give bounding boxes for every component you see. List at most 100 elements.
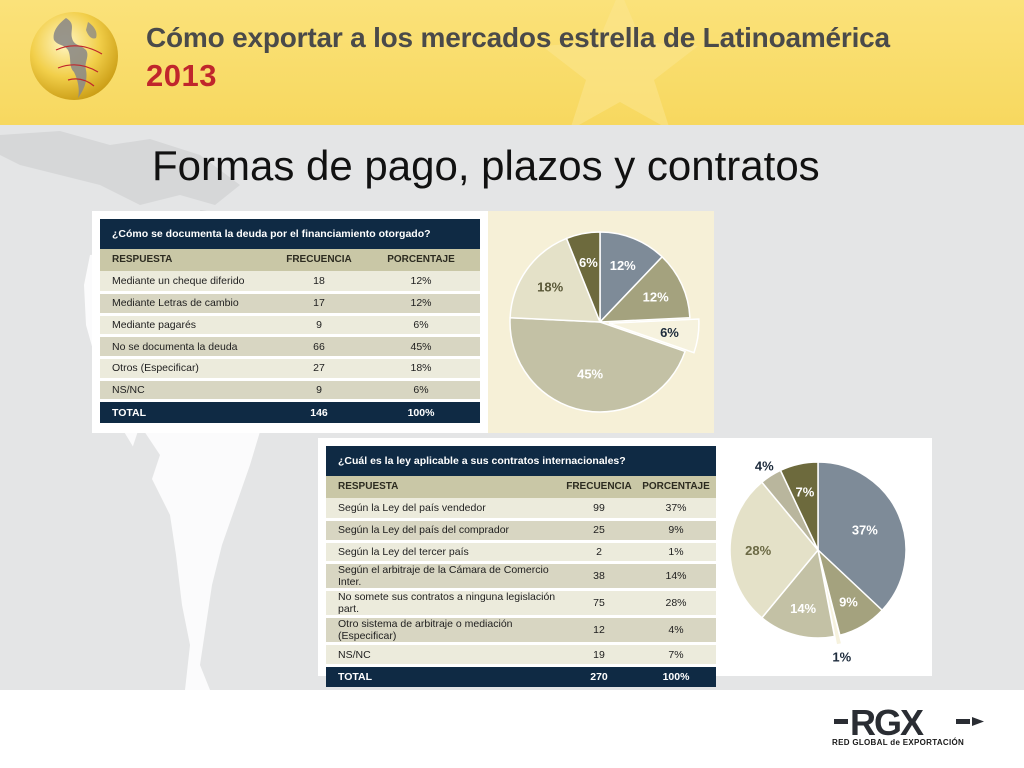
row-frecuencia: 18 bbox=[276, 270, 362, 294]
pie-slice-label: 6% bbox=[660, 325, 679, 340]
total-porcentaje: 100% bbox=[362, 400, 480, 423]
row-label: Mediante pagarés bbox=[100, 314, 276, 338]
table-total-row: TOTAL 270 100% bbox=[326, 665, 716, 688]
table-ley-aplicable: ¿Cuál es la ley aplicable a sus contrato… bbox=[326, 446, 716, 688]
row-frecuencia: 27 bbox=[276, 357, 362, 381]
pie-slice bbox=[760, 548, 836, 639]
table-row: No somete sus contratos a ninguna legisl… bbox=[326, 589, 716, 619]
total-label: TOTAL bbox=[326, 665, 562, 688]
star-watermark-icon bbox=[542, 0, 698, 130]
pie-slice bbox=[565, 231, 601, 323]
pie-slice-label: 12% bbox=[610, 258, 636, 273]
row-label: No se documenta la deuda bbox=[100, 335, 276, 359]
table-header-row: RESPUESTA FRECUENCIA PORCENTAJE bbox=[100, 249, 480, 271]
row-porcentaje: 6% bbox=[362, 314, 480, 338]
pie-slice-label: 28% bbox=[745, 543, 771, 558]
globe-logo-icon bbox=[30, 12, 118, 100]
column-header-frecuencia: FRECUENCIA bbox=[276, 249, 362, 271]
row-frecuencia: 99 bbox=[562, 497, 636, 521]
column-header-frecuencia: FRECUENCIA bbox=[562, 476, 636, 498]
row-porcentaje: 45% bbox=[362, 335, 480, 359]
pie-slice bbox=[779, 461, 819, 551]
pie-slice-label: 12% bbox=[643, 290, 669, 305]
row-frecuencia: 9 bbox=[276, 379, 362, 403]
total-frecuencia: 146 bbox=[276, 400, 362, 423]
pie-slice-label: 6% bbox=[579, 255, 598, 270]
row-frecuencia: 9 bbox=[276, 314, 362, 338]
pie-slice-label: 1% bbox=[832, 649, 851, 664]
pie-slice bbox=[509, 316, 687, 413]
pie-slice bbox=[819, 558, 843, 646]
row-label: Según el arbitraje de la Cámara de Comer… bbox=[326, 562, 562, 592]
row-porcentaje: 12% bbox=[362, 270, 480, 294]
row-label: NS/NC bbox=[326, 643, 562, 667]
table-header-row: RESPUESTA FRECUENCIA PORCENTAJE bbox=[326, 476, 716, 498]
row-porcentaje: 7% bbox=[636, 643, 716, 667]
pie-slice bbox=[608, 318, 700, 354]
rgx-logo-subtitle: RED GLOBAL de EXPORTACIÓN bbox=[832, 738, 965, 747]
row-porcentaje: 14% bbox=[636, 562, 716, 592]
table-question: ¿Cómo se documenta la deuda por el finan… bbox=[100, 219, 480, 249]
row-label: Según la Ley del tercer país bbox=[326, 541, 562, 565]
pie-slice bbox=[509, 237, 602, 323]
table-financiamiento: ¿Cómo se documenta la deuda por el finan… bbox=[100, 219, 480, 423]
pie-slice-label: 37% bbox=[852, 523, 878, 538]
row-frecuencia: 2 bbox=[562, 541, 636, 565]
table-row: NS/NC 19 7% bbox=[326, 643, 716, 667]
row-porcentaje: 18% bbox=[362, 357, 480, 381]
section-title: Formas de pago, plazos y contratos bbox=[152, 142, 820, 189]
pie-slice bbox=[599, 231, 664, 324]
pie-slice-label: 7% bbox=[796, 485, 815, 500]
total-label: TOTAL bbox=[100, 400, 276, 423]
header-title: Cómo exportar a los mercados estrella de… bbox=[146, 22, 890, 53]
pie-slice-label: 4% bbox=[755, 458, 774, 473]
table-row: Otros (Especificar) 27 18% bbox=[100, 357, 480, 381]
table-question-row: ¿Cómo se documenta la deuda por el finan… bbox=[100, 219, 480, 249]
pie-slice bbox=[729, 481, 819, 619]
pie-slice bbox=[598, 255, 691, 323]
table-row: Mediante un cheque diferido 18 12% bbox=[100, 270, 480, 294]
row-porcentaje: 4% bbox=[636, 616, 716, 646]
row-porcentaje: 6% bbox=[362, 379, 480, 403]
rgx-logo-icon: RGX bbox=[834, 704, 984, 743]
table-row: NS/NC 9 6% bbox=[100, 379, 480, 403]
table-row: Mediante Letras de cambio 17 12% bbox=[100, 292, 480, 316]
panel-financiamiento: ¿Cómo se documenta la deuda por el finan… bbox=[92, 211, 714, 433]
row-frecuencia: 66 bbox=[276, 335, 362, 359]
table-row: Según el arbitraje de la Cámara de Comer… bbox=[326, 562, 716, 592]
total-porcentaje: 100% bbox=[636, 665, 716, 688]
row-porcentaje: 9% bbox=[636, 519, 716, 543]
row-frecuencia: 38 bbox=[562, 562, 636, 592]
row-label: Según la Ley del país del comprador bbox=[326, 519, 562, 543]
table-row: Según la Ley del país del comprador 25 9… bbox=[326, 519, 716, 543]
table-row: Otro sistema de arbitraje o mediación (E… bbox=[326, 616, 716, 646]
row-porcentaje: 1% bbox=[636, 541, 716, 565]
panel-ley-aplicable: ¿Cuál es la ley aplicable a sus contrato… bbox=[318, 438, 932, 688]
row-porcentaje: 28% bbox=[636, 589, 716, 619]
column-header-porcentaje: PORCENTAJE bbox=[636, 476, 716, 498]
table-row: Mediante pagarés 9 6% bbox=[100, 314, 480, 338]
row-label: Otro sistema de arbitraje o mediación (E… bbox=[326, 616, 562, 646]
row-label: Según la Ley del país vendedor bbox=[326, 497, 562, 521]
row-porcentaje: 37% bbox=[636, 497, 716, 521]
table-row: No se documenta la deuda 66 45% bbox=[100, 335, 480, 359]
row-frecuencia: 25 bbox=[562, 519, 636, 543]
pie-slice-label: 18% bbox=[537, 280, 563, 295]
row-label: No somete sus contratos a ninguna legisl… bbox=[326, 589, 562, 619]
header-band: Cómo exportar a los mercados estrella de… bbox=[0, 0, 1024, 130]
table-row: Según la Ley del país vendedor 99 37% bbox=[326, 497, 716, 521]
pie-slice-label: 45% bbox=[577, 366, 603, 381]
pie-slice-label: 14% bbox=[790, 601, 816, 616]
column-header-respuesta: RESPUESTA bbox=[326, 476, 562, 498]
row-porcentaje: 12% bbox=[362, 292, 480, 316]
row-label: Mediante un cheque diferido bbox=[100, 270, 276, 294]
row-label: Otros (Especificar) bbox=[100, 357, 276, 381]
row-frecuencia: 12 bbox=[562, 616, 636, 646]
column-header-porcentaje: PORCENTAJE bbox=[362, 249, 480, 271]
total-frecuencia: 270 bbox=[562, 665, 636, 688]
pie-chart-ley-aplicable: 37% 9% 1% 14% 28% 4% 7% bbox=[729, 458, 907, 664]
row-label: NS/NC bbox=[100, 379, 276, 403]
pie-slice-label: 9% bbox=[839, 595, 858, 610]
pie-chart-financiamiento: 12% 12% 6% 45% 18% 6% bbox=[509, 231, 700, 413]
row-frecuencia: 17 bbox=[276, 292, 362, 316]
